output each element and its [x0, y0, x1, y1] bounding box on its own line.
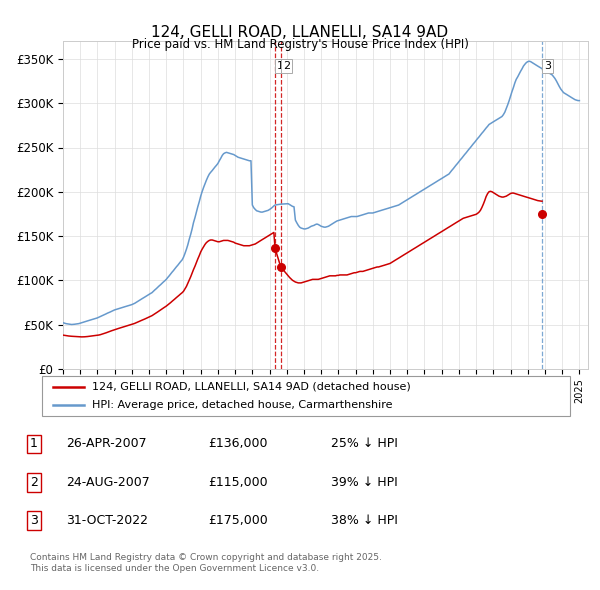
- Text: 3: 3: [544, 61, 551, 71]
- Text: 2: 2: [283, 61, 290, 71]
- Text: 38% ↓ HPI: 38% ↓ HPI: [331, 514, 398, 527]
- Text: £175,000: £175,000: [208, 514, 268, 527]
- Text: 1: 1: [277, 61, 284, 71]
- Text: £136,000: £136,000: [208, 437, 268, 451]
- FancyBboxPatch shape: [42, 376, 570, 416]
- Text: 24-AUG-2007: 24-AUG-2007: [66, 476, 149, 489]
- Text: 31-OCT-2022: 31-OCT-2022: [66, 514, 148, 527]
- Text: 2: 2: [30, 476, 38, 489]
- Text: 1: 1: [30, 437, 38, 451]
- Text: 26-APR-2007: 26-APR-2007: [66, 437, 146, 451]
- Text: £115,000: £115,000: [208, 476, 268, 489]
- Text: Price paid vs. HM Land Registry's House Price Index (HPI): Price paid vs. HM Land Registry's House …: [131, 38, 469, 51]
- Text: HPI: Average price, detached house, Carmarthenshire: HPI: Average price, detached house, Carm…: [92, 400, 392, 410]
- Text: 3: 3: [30, 514, 38, 527]
- Text: 124, GELLI ROAD, LLANELLI, SA14 9AD: 124, GELLI ROAD, LLANELLI, SA14 9AD: [151, 25, 449, 40]
- Text: Contains HM Land Registry data © Crown copyright and database right 2025.
This d: Contains HM Land Registry data © Crown c…: [30, 553, 382, 573]
- Text: 25% ↓ HPI: 25% ↓ HPI: [331, 437, 398, 451]
- Text: 124, GELLI ROAD, LLANELLI, SA14 9AD (detached house): 124, GELLI ROAD, LLANELLI, SA14 9AD (det…: [92, 382, 411, 392]
- Text: 39% ↓ HPI: 39% ↓ HPI: [331, 476, 398, 489]
